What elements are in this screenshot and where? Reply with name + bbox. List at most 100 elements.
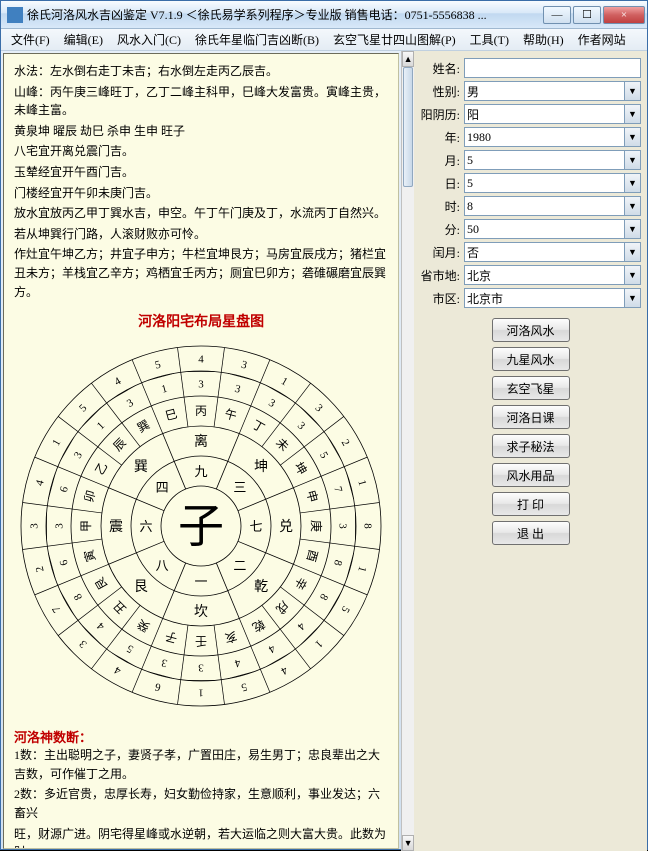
scroll-track[interactable]: [402, 67, 414, 835]
compass-svg: 子离九坤三兑七乾二坎一艮八震六巽四丙午丁未坤申庚酉辛戌乾亥壬子癸丑艮寅甲卯乙辰巽…: [16, 341, 386, 711]
svg-text:4: 4: [295, 620, 308, 633]
menubar: 文件(F)编辑(E)风水入门(C)徐氏年星临门吉凶断(B)玄空飞星廿四山图解(P…: [1, 29, 647, 51]
svg-text:二: 二: [233, 558, 246, 573]
menu-item[interactable]: 文件(F): [5, 29, 56, 50]
chevron-down-icon[interactable]: ▼: [625, 104, 641, 124]
maximize-button[interactable]: ☐: [573, 6, 601, 24]
calendar-select[interactable]: [464, 104, 625, 124]
menu-item[interactable]: 徐氏年星临门吉凶断(B): [189, 29, 325, 50]
minimize-button[interactable]: —: [543, 6, 571, 24]
close-button[interactable]: ×: [603, 6, 645, 24]
menu-item[interactable]: 帮助(H): [517, 29, 570, 50]
minute-label: 分:: [420, 221, 464, 238]
city-select[interactable]: [464, 288, 625, 308]
chevron-down-icon[interactable]: ▼: [625, 288, 641, 308]
body-line: 水法：左水倒右走丁未吉；右水倒左走丙乙辰吉。: [14, 62, 388, 81]
svg-text:乙: 乙: [92, 460, 110, 477]
chevron-down-icon[interactable]: ▼: [625, 150, 641, 170]
scroll-thumb[interactable]: [403, 67, 413, 187]
svg-text:3: 3: [240, 359, 249, 372]
chevron-down-icon[interactable]: ▼: [625, 196, 641, 216]
side-button[interactable]: 玄空飞星: [492, 376, 570, 400]
svg-text:8: 8: [362, 523, 374, 529]
body-line: 山峰：丙午庚三峰旺丁，乙丁二峰主科甲，巳峰大发富贵。寅峰主贵，未峰主富。: [14, 83, 388, 120]
chevron-down-icon[interactable]: ▼: [625, 173, 641, 193]
month-select[interactable]: [464, 150, 625, 170]
svg-text:3: 3: [29, 523, 41, 529]
svg-text:六: 六: [140, 519, 153, 534]
svg-text:8: 8: [331, 559, 344, 568]
vertical-scrollbar[interactable]: ▲ ▼: [401, 51, 414, 851]
svg-text:1: 1: [355, 565, 368, 573]
svg-text:坤: 坤: [254, 459, 268, 475]
svg-text:乾: 乾: [254, 579, 268, 595]
menu-item[interactable]: 工具(T): [464, 29, 515, 50]
chevron-down-icon[interactable]: ▼: [625, 81, 641, 101]
svg-text:4: 4: [34, 478, 47, 487]
window-buttons: — ☐ ×: [543, 6, 645, 24]
svg-text:未: 未: [273, 436, 291, 454]
svg-text:8: 8: [72, 591, 85, 602]
compass-chart: 子离九坤三兑七乾二坎一艮八震六巽四丙午丁未坤申庚酉辛戌乾亥壬子癸丑艮寅甲卯乙辰巽…: [14, 337, 388, 721]
svg-text:兑: 兑: [279, 519, 293, 535]
city-label: 市区:: [420, 290, 464, 307]
side-button[interactable]: 河洛风水: [492, 318, 570, 342]
hour-select[interactable]: [464, 196, 625, 216]
menu-item[interactable]: 作者网站: [572, 29, 632, 50]
menu-item[interactable]: 玄空飞星廿四山图解(P): [327, 29, 462, 50]
svg-text:3: 3: [313, 402, 326, 415]
svg-text:5: 5: [125, 642, 136, 655]
side-button[interactable]: 河洛日课: [492, 405, 570, 429]
name-label: 姓名:: [420, 60, 464, 77]
menu-item[interactable]: 风水入门(C): [111, 29, 187, 50]
body-line: 2数：多近官贵，忠厚长寿，妇女勤俭持家，生意顺利，事业发达；六畜兴: [14, 785, 388, 822]
calendar-label: 阳阴历:: [420, 106, 464, 123]
svg-text:1: 1: [313, 638, 325, 650]
side-button[interactable]: 退 出: [492, 521, 570, 545]
svg-text:2: 2: [339, 437, 352, 448]
hour-label: 时:: [420, 198, 464, 215]
app-window: 徐氏河洛风水吉凶鉴定 V7.1.9 ＜徐氏易学系列程序＞专业版 销售电话：075…: [0, 0, 648, 850]
svg-text:午: 午: [223, 407, 238, 424]
svg-text:八: 八: [156, 558, 169, 573]
day-select[interactable]: [464, 173, 625, 193]
leap-label: 闰月:: [420, 244, 464, 261]
side-button[interactable]: 打 印: [492, 492, 570, 516]
leap-select[interactable]: [464, 242, 625, 262]
svg-text:2: 2: [34, 565, 47, 573]
body-line: 作灶宜午坤乙方；井宜子申方；牛栏宜坤艮方；马房宜辰戌方；猪栏宜丑未方；羊栈宜乙辛…: [14, 245, 388, 301]
side-button[interactable]: 九星风水: [492, 347, 570, 371]
chevron-down-icon[interactable]: ▼: [625, 242, 641, 262]
scroll-up-button[interactable]: ▲: [402, 51, 414, 67]
svg-text:戌: 戌: [273, 598, 291, 616]
svg-text:4: 4: [198, 354, 204, 366]
svg-text:壬: 壬: [195, 634, 207, 648]
svg-text:4: 4: [279, 664, 290, 677]
svg-text:一: 一: [195, 574, 208, 589]
chevron-down-icon[interactable]: ▼: [625, 127, 641, 147]
side-button[interactable]: 求子秘法: [492, 434, 570, 458]
body-line: 放水宜放丙乙甲丁巽水吉，申空。午丁午门庚及丁，水流丙丁自然兴。: [14, 204, 388, 223]
chevron-down-icon[interactable]: ▼: [625, 219, 641, 239]
gender-select[interactable]: [464, 81, 625, 101]
menu-item[interactable]: 编辑(E): [58, 29, 109, 50]
province-select[interactable]: [464, 265, 625, 285]
titlebar[interactable]: 徐氏河洛风水吉凶鉴定 V7.1.9 ＜徐氏易学系列程序＞专业版 销售电话：075…: [1, 1, 647, 29]
svg-text:丙: 丙: [195, 404, 207, 418]
name-input[interactable]: [464, 58, 641, 78]
svg-text:艮: 艮: [92, 575, 110, 592]
content-pane: 水法：左水倒右走丁未吉；右水倒左走丙乙辰吉。 山峰：丙午庚三峰旺丁，乙丁二峰主科…: [3, 53, 399, 849]
side-button[interactable]: 风水用品: [492, 463, 570, 487]
svg-text:1: 1: [355, 479, 368, 487]
minute-select[interactable]: [464, 219, 625, 239]
svg-text:坎: 坎: [194, 604, 208, 620]
side-buttons: 河洛风水九星风水玄空飞星河洛日课求子秘法风水用品打 印退 出: [420, 318, 641, 545]
svg-text:1: 1: [279, 375, 290, 388]
scroll-down-button[interactable]: ▼: [402, 835, 414, 851]
year-select[interactable]: [464, 127, 625, 147]
svg-text:5: 5: [77, 402, 90, 415]
svg-text:3: 3: [198, 379, 204, 391]
svg-text:8: 8: [317, 591, 330, 602]
svg-text:1: 1: [50, 437, 63, 448]
chevron-down-icon[interactable]: ▼: [625, 265, 641, 285]
